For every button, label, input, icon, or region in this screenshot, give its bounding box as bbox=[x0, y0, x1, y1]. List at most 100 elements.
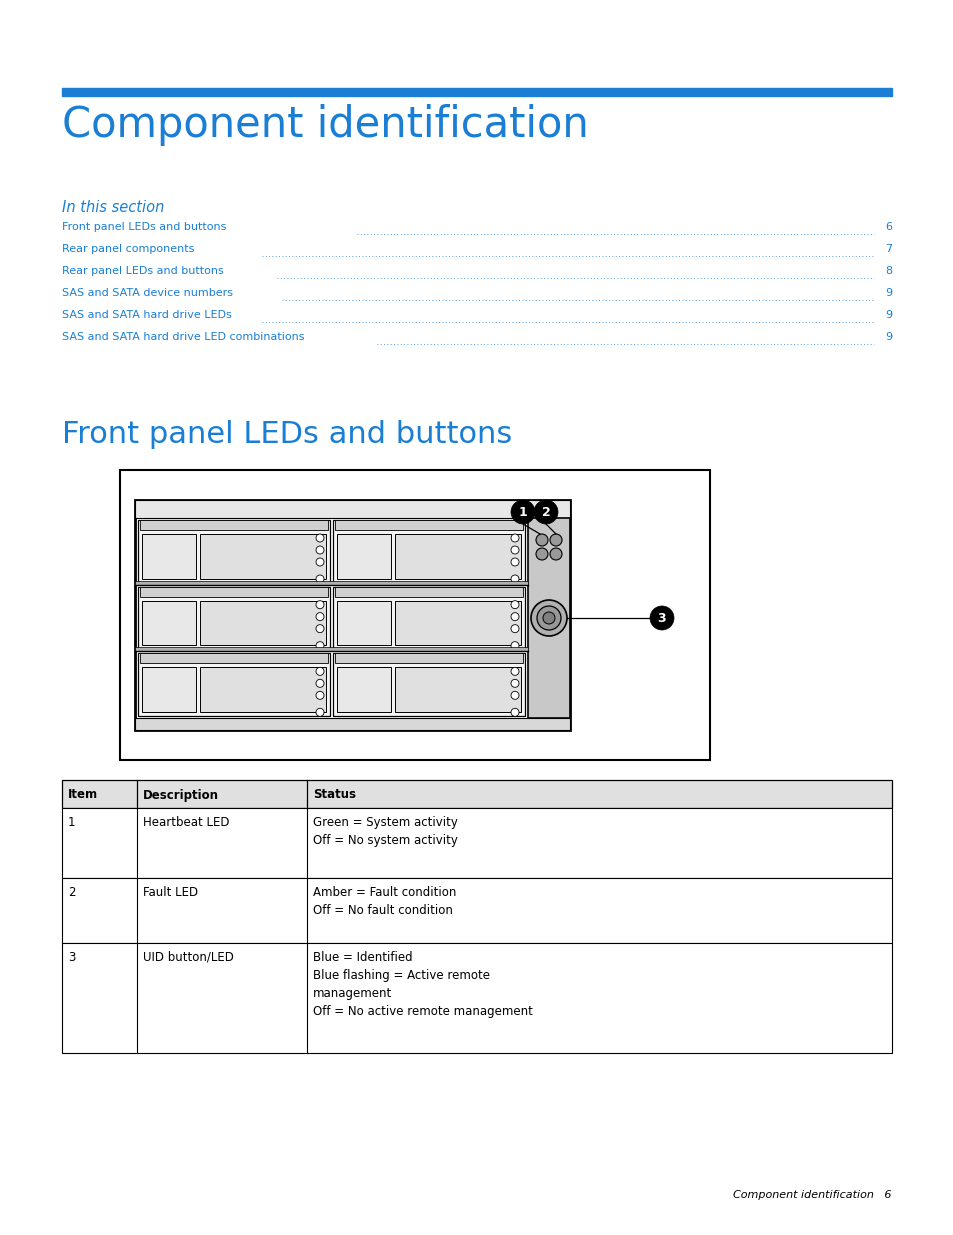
Circle shape bbox=[511, 500, 535, 524]
Bar bbox=[62, 944, 891, 1053]
Bar bbox=[335, 653, 522, 663]
Bar bbox=[62, 808, 891, 878]
Bar bbox=[527, 517, 569, 718]
Text: Amber = Fault condition: Amber = Fault condition bbox=[313, 885, 456, 899]
Bar bbox=[336, 600, 391, 646]
Circle shape bbox=[315, 534, 324, 542]
Circle shape bbox=[511, 558, 518, 566]
Circle shape bbox=[315, 613, 324, 621]
Circle shape bbox=[537, 606, 560, 630]
Circle shape bbox=[315, 709, 324, 716]
Text: Rear panel LEDs and buttons: Rear panel LEDs and buttons bbox=[62, 266, 227, 275]
Bar bbox=[335, 587, 522, 597]
Circle shape bbox=[511, 625, 518, 632]
Text: Fault LED: Fault LED bbox=[143, 885, 198, 899]
Circle shape bbox=[511, 534, 518, 542]
Circle shape bbox=[534, 500, 558, 524]
Bar bbox=[140, 587, 328, 597]
Circle shape bbox=[315, 642, 324, 650]
Circle shape bbox=[536, 534, 547, 546]
Bar bbox=[199, 600, 326, 646]
Bar bbox=[142, 600, 195, 646]
Circle shape bbox=[511, 642, 518, 650]
Circle shape bbox=[531, 600, 566, 636]
Text: UID button/LED: UID button/LED bbox=[143, 951, 233, 965]
Text: Front panel LEDs and buttons: Front panel LEDs and buttons bbox=[62, 420, 512, 450]
Bar bbox=[395, 600, 520, 646]
Circle shape bbox=[511, 692, 518, 699]
Bar bbox=[135, 580, 527, 584]
Text: Green = System activity: Green = System activity bbox=[313, 816, 457, 829]
Bar bbox=[140, 520, 328, 530]
Bar bbox=[333, 653, 524, 716]
Text: SAS and SATA hard drive LEDs: SAS and SATA hard drive LEDs bbox=[62, 310, 235, 320]
Circle shape bbox=[511, 679, 518, 688]
Bar bbox=[140, 653, 328, 663]
Text: SAS and SATA hard drive LED combinations: SAS and SATA hard drive LED combinations bbox=[62, 332, 304, 342]
Bar bbox=[395, 667, 520, 713]
Circle shape bbox=[550, 534, 561, 546]
Bar bbox=[138, 520, 330, 583]
Text: Rear panel components: Rear panel components bbox=[62, 245, 194, 254]
Text: 1: 1 bbox=[518, 506, 527, 520]
Text: 3: 3 bbox=[68, 951, 75, 965]
Text: 9: 9 bbox=[884, 310, 891, 320]
Circle shape bbox=[315, 692, 324, 699]
Circle shape bbox=[511, 613, 518, 621]
Text: 7: 7 bbox=[884, 245, 891, 254]
Text: Off = No fault condition: Off = No fault condition bbox=[313, 904, 453, 918]
Circle shape bbox=[550, 548, 561, 559]
Bar bbox=[135, 647, 527, 651]
Text: Off = No active remote management: Off = No active remote management bbox=[313, 1005, 533, 1018]
Circle shape bbox=[511, 576, 518, 583]
Circle shape bbox=[536, 548, 547, 559]
Circle shape bbox=[511, 600, 518, 609]
Circle shape bbox=[315, 600, 324, 609]
Bar bbox=[62, 878, 891, 944]
Bar bbox=[142, 534, 195, 579]
Bar bbox=[199, 534, 326, 579]
Text: Heartbeat LED: Heartbeat LED bbox=[143, 816, 230, 829]
Circle shape bbox=[511, 709, 518, 716]
Bar bbox=[62, 781, 891, 808]
Text: Item: Item bbox=[68, 788, 98, 802]
Circle shape bbox=[315, 576, 324, 583]
Text: 9: 9 bbox=[884, 332, 891, 342]
Text: 3: 3 bbox=[657, 613, 665, 625]
Bar bbox=[336, 534, 391, 579]
Circle shape bbox=[315, 667, 324, 676]
Bar bbox=[395, 534, 520, 579]
Text: SAS and SATA device numbers: SAS and SATA device numbers bbox=[62, 288, 236, 298]
Circle shape bbox=[511, 546, 518, 555]
Text: Front panel LEDs and buttons: Front panel LEDs and buttons bbox=[62, 222, 226, 232]
Bar bbox=[335, 520, 522, 530]
Text: 8: 8 bbox=[884, 266, 891, 275]
Bar bbox=[138, 587, 330, 650]
Bar bbox=[333, 520, 524, 583]
Text: Off = No system activity: Off = No system activity bbox=[313, 834, 457, 847]
Bar bbox=[336, 667, 391, 713]
Text: Status: Status bbox=[313, 788, 355, 802]
Bar bbox=[135, 500, 569, 517]
Text: 2: 2 bbox=[541, 506, 550, 520]
Circle shape bbox=[542, 613, 555, 624]
Bar bbox=[333, 587, 524, 650]
Text: 1: 1 bbox=[68, 816, 75, 829]
Bar bbox=[199, 667, 326, 713]
Circle shape bbox=[315, 679, 324, 688]
Text: Blue = Identified: Blue = Identified bbox=[313, 951, 413, 965]
Text: Component identification   6: Component identification 6 bbox=[733, 1191, 891, 1200]
Text: In this section: In this section bbox=[62, 200, 164, 215]
Bar bbox=[135, 718, 569, 730]
Bar bbox=[120, 471, 709, 760]
Text: Component identification: Component identification bbox=[62, 104, 588, 146]
Bar bbox=[62, 88, 891, 96]
Text: Blue flashing = Active remote: Blue flashing = Active remote bbox=[313, 969, 490, 982]
Bar bbox=[135, 500, 569, 730]
Text: Description: Description bbox=[143, 788, 219, 802]
Text: management: management bbox=[313, 987, 392, 1000]
Text: 2: 2 bbox=[68, 885, 75, 899]
Circle shape bbox=[511, 667, 518, 676]
Circle shape bbox=[315, 558, 324, 566]
Text: 9: 9 bbox=[884, 288, 891, 298]
